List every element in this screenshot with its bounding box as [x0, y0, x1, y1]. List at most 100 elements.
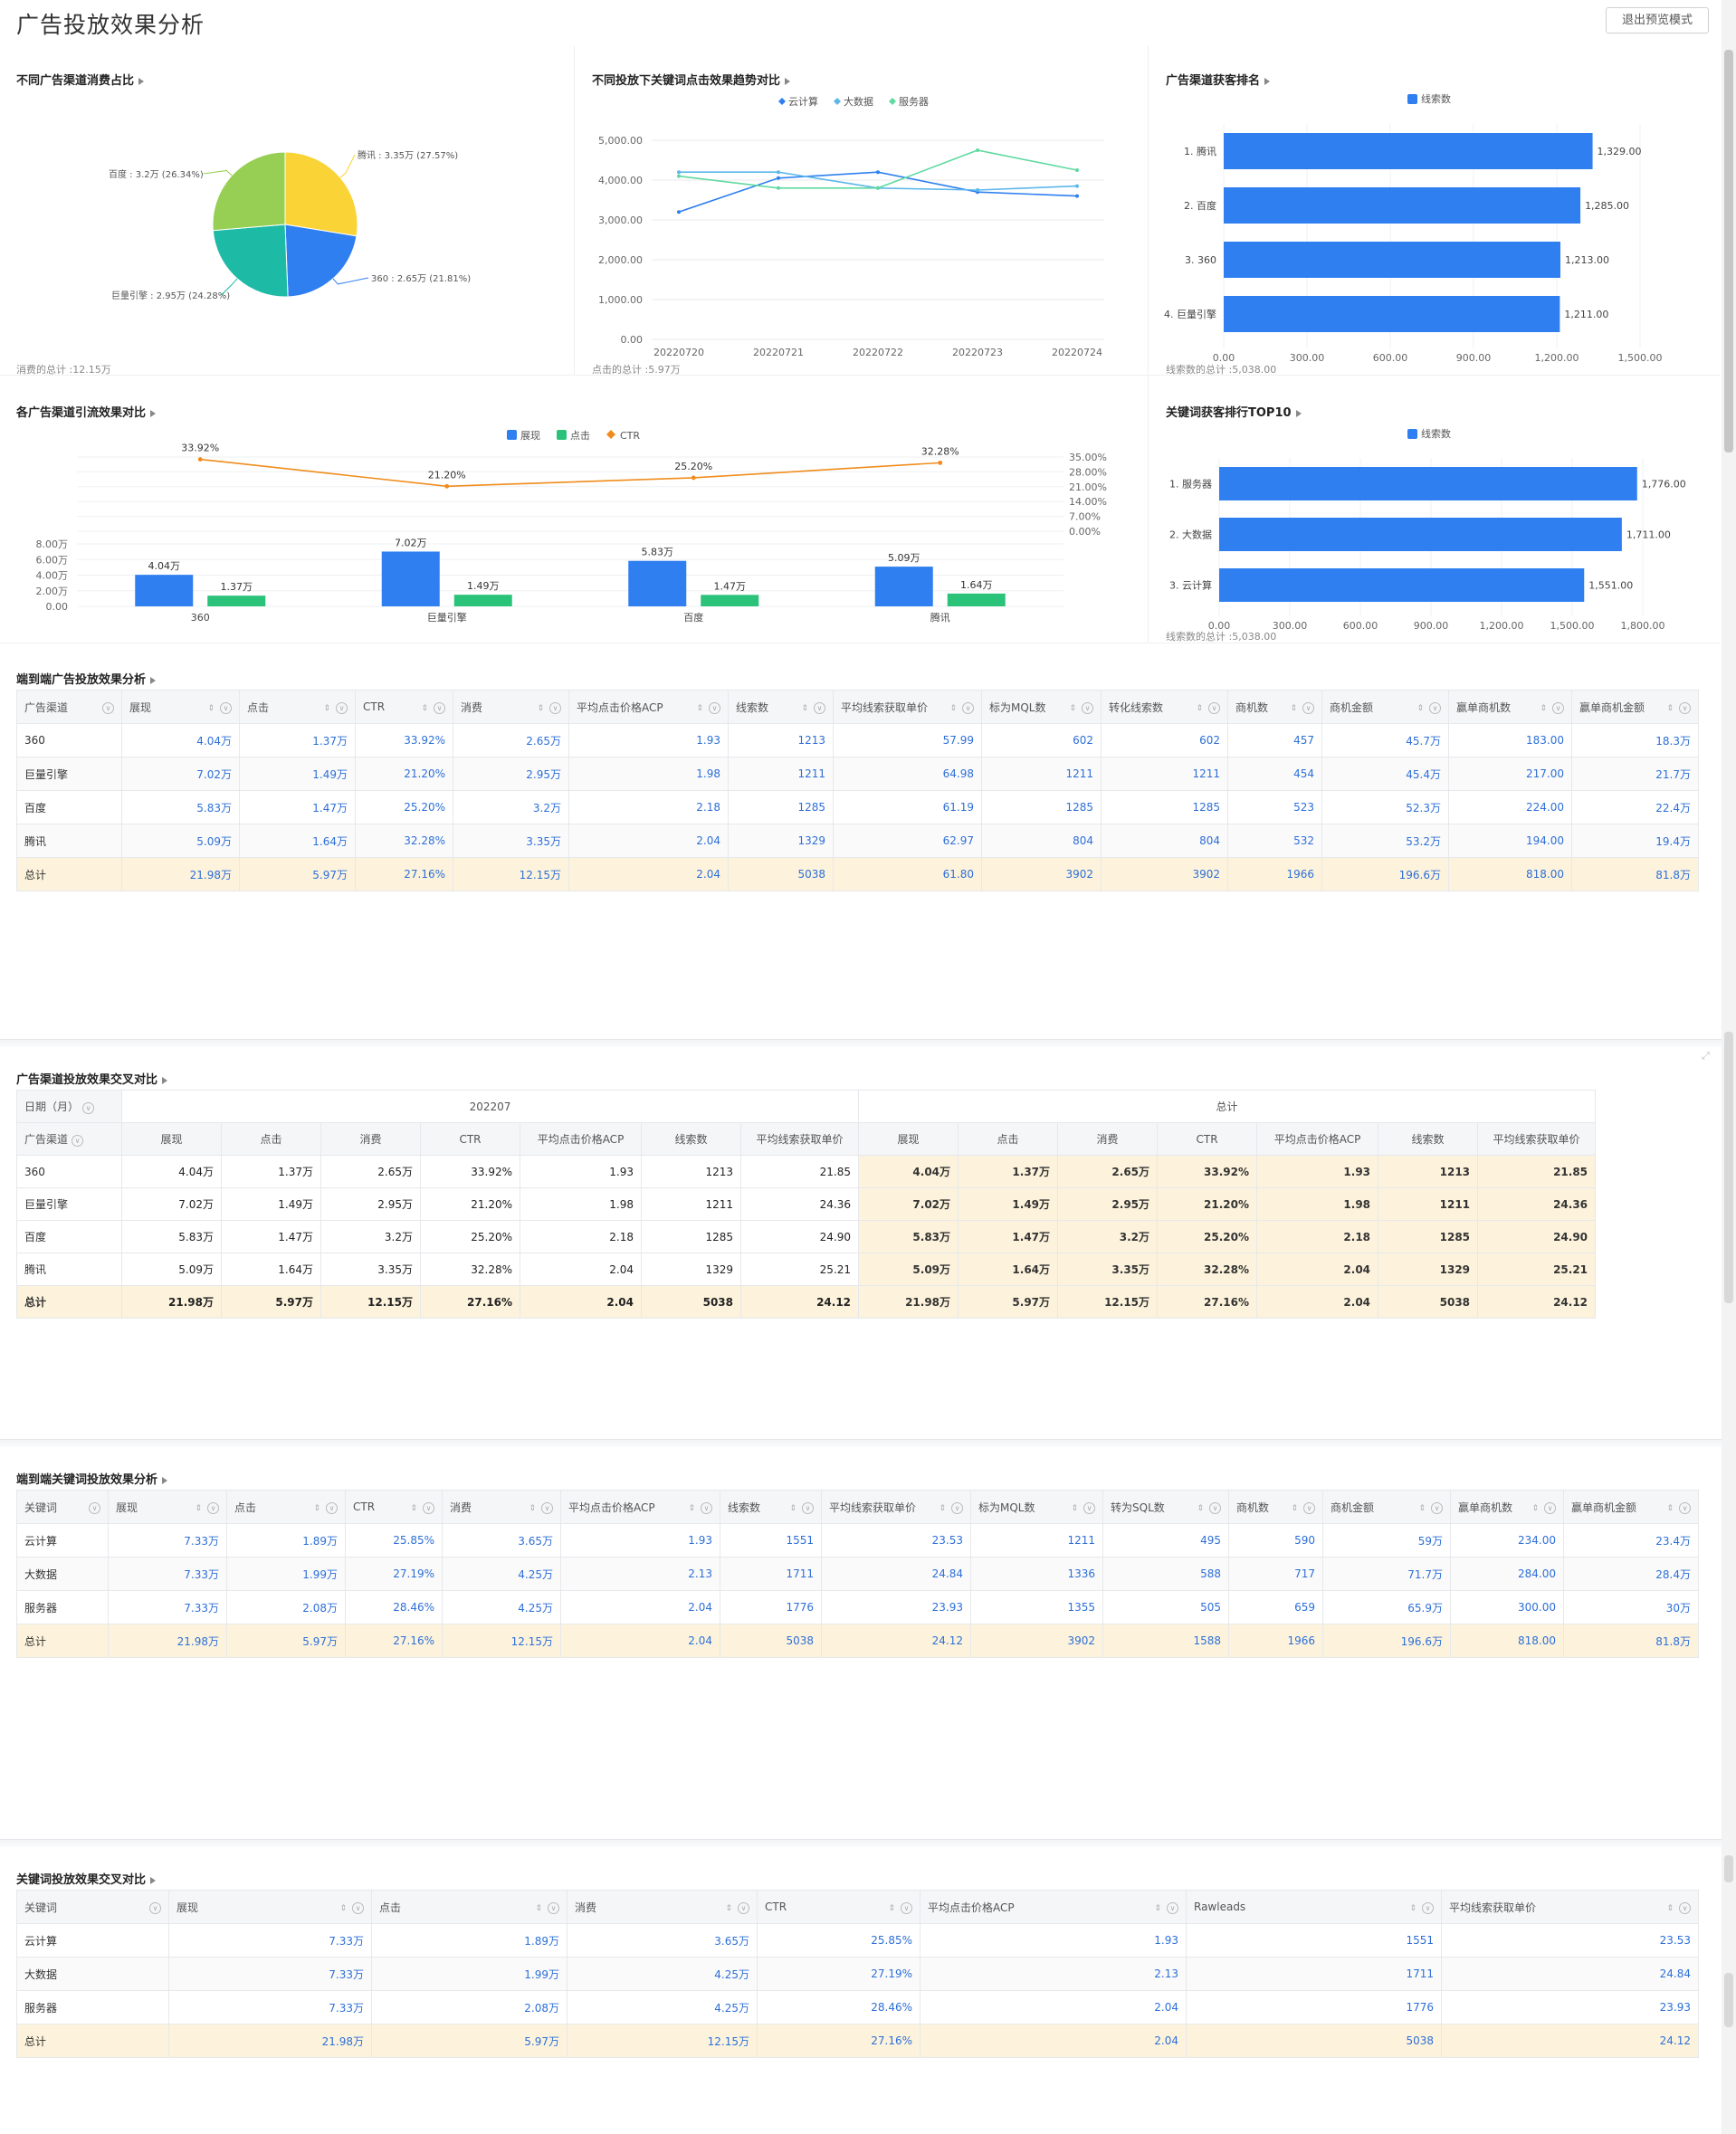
- table-cell[interactable]: 24.90: [739, 1220, 860, 1253]
- table-cell[interactable]: 2.08万: [371, 1990, 568, 2024]
- table-cell[interactable]: 12.15万: [442, 1624, 561, 1658]
- column-header[interactable]: 平均线索获取单价: [739, 1122, 860, 1156]
- column-header[interactable]: CTR ⇕ ∨: [355, 690, 453, 724]
- filter-icon[interactable]: ∨: [89, 1501, 100, 1514]
- column-header[interactable]: 赢单商机数 ⇕ ∨: [1450, 1490, 1564, 1524]
- total-column-cell[interactable]: 12.15万: [1057, 1285, 1159, 1319]
- table-cell[interactable]: 7.33万: [168, 1957, 372, 1991]
- table-cell[interactable]: 457: [1227, 723, 1322, 757]
- filter-icon[interactable]: ∨: [220, 701, 232, 714]
- table-cell[interactable]: 1.98: [568, 757, 729, 791]
- table-cell[interactable]: 4.25万: [567, 1990, 758, 2024]
- filter-icon[interactable]: ∨: [951, 1501, 963, 1514]
- table-cell[interactable]: 1.93: [920, 1923, 1187, 1958]
- table-cell[interactable]: 4.04万: [121, 723, 240, 757]
- column-header[interactable]: Rawleads ⇕ ∨: [1186, 1890, 1442, 1924]
- table-cell[interactable]: 24.84: [821, 1557, 971, 1591]
- table-cell[interactable]: 18.3万: [1571, 723, 1699, 757]
- sort-icon[interactable]: ⇕: [1196, 703, 1205, 713]
- table-cell[interactable]: 1.89万: [371, 1923, 568, 1958]
- filter-icon[interactable]: ∨: [1302, 701, 1314, 714]
- table-cell[interactable]: 25.20%: [420, 1220, 520, 1253]
- total-column-cell[interactable]: 1211: [1378, 1187, 1479, 1221]
- total-column-cell[interactable]: 2.95万: [1057, 1187, 1159, 1221]
- table-cell[interactable]: 24.12: [821, 1624, 971, 1658]
- filter-icon[interactable]: ∨: [1431, 1501, 1443, 1514]
- table-cell[interactable]: 7.33万: [108, 1523, 227, 1558]
- table-cell[interactable]: 1.49万: [239, 757, 356, 791]
- table-cell[interactable]: 818.00: [1448, 857, 1572, 891]
- table-cell[interactable]: 2.65万: [320, 1155, 421, 1188]
- sort-icon[interactable]: ⇕: [1291, 1503, 1300, 1513]
- filter-icon[interactable]: ∨: [541, 1501, 553, 1514]
- table-cell[interactable]: 590: [1228, 1523, 1323, 1558]
- sort-icon[interactable]: ⇕: [789, 1503, 798, 1513]
- scrollbar-thumb[interactable]: [1724, 1973, 1733, 2027]
- sort-icon[interactable]: ⇕: [801, 703, 810, 713]
- table-cell[interactable]: 1285: [1101, 790, 1228, 824]
- filter-icon[interactable]: ∨: [1083, 1501, 1095, 1514]
- table-cell[interactable]: 52.3万: [1321, 790, 1449, 824]
- table-cell[interactable]: 1776: [1186, 1990, 1442, 2024]
- column-header[interactable]: CTR: [420, 1122, 520, 1156]
- total-column-cell[interactable]: 21.98万: [858, 1285, 959, 1319]
- table-cell[interactable]: 818.00: [1450, 1624, 1564, 1658]
- column-header[interactable]: 点击: [958, 1122, 1059, 1156]
- column-header[interactable]: 展现: [121, 1122, 222, 1156]
- table-cell[interactable]: 196.6万: [1322, 1624, 1451, 1658]
- table-cell[interactable]: 65.9万: [1322, 1590, 1451, 1624]
- table-cell[interactable]: 523: [1227, 790, 1322, 824]
- scrollbar-thumb[interactable]: [1724, 1032, 1733, 1303]
- table-cell[interactable]: 5038: [720, 1624, 822, 1658]
- table-cell[interactable]: 5.97万: [226, 1624, 346, 1658]
- column-header[interactable]: 平均线索获取单价 ⇕ ∨: [833, 690, 982, 724]
- table-cell[interactable]: 1211: [641, 1187, 741, 1221]
- table-cell[interactable]: 61.80: [833, 857, 982, 891]
- table-cell[interactable]: 495: [1102, 1523, 1229, 1558]
- filter-icon[interactable]: ∨: [962, 701, 974, 714]
- table-cell[interactable]: 2.04: [920, 2024, 1187, 2058]
- sort-icon[interactable]: ⇕: [537, 703, 546, 713]
- filter-icon[interactable]: ∨: [1544, 1501, 1556, 1514]
- table-cell[interactable]: 1551: [720, 1523, 822, 1558]
- total-column-cell[interactable]: 24.12: [1477, 1285, 1597, 1319]
- column-header[interactable]: 平均点击价格ACP ⇕ ∨: [568, 690, 729, 724]
- column-header[interactable]: 关键词 ∨: [16, 1890, 169, 1924]
- filter-icon[interactable]: ∨: [352, 1901, 364, 1914]
- table-cell[interactable]: 1213: [641, 1155, 741, 1188]
- column-header[interactable]: 赢单商机金额 ⇕ ∨: [1571, 690, 1699, 724]
- date-dimension-header[interactable]: 日期（月） ∨: [16, 1090, 122, 1123]
- sort-icon[interactable]: ⇕: [1154, 1903, 1163, 1913]
- sort-icon[interactable]: ⇕: [1418, 1503, 1427, 1513]
- table-cell[interactable]: 4.25万: [442, 1557, 561, 1591]
- table-cell[interactable]: 1.37万: [239, 723, 356, 757]
- table-cell[interactable]: 1211: [1101, 757, 1228, 791]
- table-cell[interactable]: 2.95万: [320, 1187, 421, 1221]
- table-cell[interactable]: 1711: [720, 1557, 822, 1591]
- total-column-cell[interactable]: 24.90: [1477, 1220, 1597, 1253]
- total-column-cell[interactable]: 33.92%: [1157, 1155, 1258, 1188]
- table-cell[interactable]: 1.99万: [371, 1957, 568, 1991]
- table-cell[interactable]: 59万: [1322, 1523, 1451, 1558]
- filter-icon[interactable]: ∨: [709, 701, 720, 714]
- filter-icon[interactable]: ∨: [1679, 1501, 1691, 1514]
- table-cell[interactable]: 7.02万: [121, 1187, 222, 1221]
- sort-icon[interactable]: ⇕: [1416, 703, 1426, 713]
- sort-icon[interactable]: ⇕: [1666, 1503, 1675, 1513]
- filter-icon[interactable]: ∨: [1422, 1901, 1434, 1914]
- column-header[interactable]: 展现 ⇕ ∨: [108, 1490, 227, 1524]
- table-cell[interactable]: 4.25万: [567, 1957, 758, 1991]
- column-header[interactable]: 商机数 ⇕ ∨: [1227, 690, 1322, 724]
- sort-icon[interactable]: ⇕: [1666, 1903, 1675, 1913]
- table-cell[interactable]: 588: [1102, 1557, 1229, 1591]
- table-cell[interactable]: 71.7万: [1322, 1557, 1451, 1591]
- filter-icon[interactable]: ∨: [82, 1102, 95, 1114]
- table-cell[interactable]: 21.20%: [420, 1187, 520, 1221]
- scrollbar-thumb[interactable]: [1724, 1855, 1733, 1882]
- column-header[interactable]: 平均线索获取单价: [1477, 1122, 1597, 1156]
- column-header[interactable]: 点击 ⇕ ∨: [239, 690, 356, 724]
- table-cell[interactable]: 12.15万: [453, 857, 569, 891]
- sort-icon[interactable]: ⇕: [529, 1503, 538, 1513]
- sort-icon[interactable]: ⇕: [323, 703, 332, 713]
- sort-icon[interactable]: ⇕: [1197, 1503, 1206, 1513]
